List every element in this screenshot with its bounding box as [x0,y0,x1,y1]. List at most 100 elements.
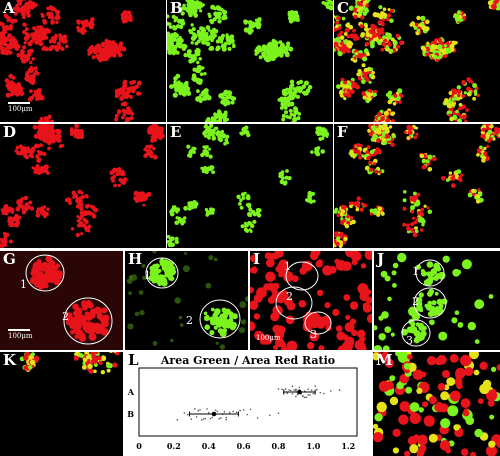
data-point [295,388,297,391]
region-label-j-2: 2 [412,295,419,308]
data-point [309,394,311,396]
region-label-g-1: 1 [20,278,27,291]
data-point [289,389,292,392]
data-point [209,417,212,420]
data-point [187,413,189,416]
micrograph-c [334,0,500,122]
panel-h: H 1 2 [125,251,248,350]
data-point [176,418,179,421]
panel-label-b: B [170,0,183,17]
data-point [190,418,193,420]
scale-bar-i: 100μm [256,333,281,342]
data-point [330,390,332,392]
panel-label-c: C [337,0,349,17]
data-point [296,393,299,396]
data-point [246,413,248,416]
panel-label-l: L [128,352,139,369]
x-tick-label: 0.8 [272,441,286,451]
data-point [211,416,214,419]
scale-bar-a: 100μm [8,102,33,113]
panel-label-a: A [3,0,15,17]
data-point [214,409,217,411]
scale-bar-label-a: 100μm [8,105,33,113]
micrograph-f [334,124,500,248]
data-point [249,408,252,411]
data-point [216,410,219,413]
x-tick-label: 1.2 [341,441,355,451]
data-point [235,411,238,414]
panel-e: E [167,124,333,248]
x-tick-label: 0.2 [167,441,181,451]
panel-f: F [334,124,500,248]
panel-label-m: M [376,352,393,369]
data-point [293,389,296,391]
data-point [288,389,290,391]
region-label-h-1: 1 [144,269,151,282]
data-point [256,417,259,419]
data-point [298,386,301,389]
panel-m: M [373,352,500,456]
panel-label-i: I [253,251,261,268]
x-tick-label: 0.6 [237,441,251,451]
data-point [218,417,221,420]
data-point [319,391,322,394]
region-label-i-1: 1 [284,260,291,273]
data-point [312,392,315,395]
data-point [232,410,234,413]
data-point [269,414,271,417]
micrograph-a [0,0,142,122]
data-point [338,389,341,391]
micrograph-h [126,251,248,350]
data-point [286,392,289,395]
data-point [194,408,196,410]
scale-bar-label-g: 100μm [8,332,33,340]
panel-label-f: F [337,124,348,141]
data-point [242,409,245,411]
data-point [277,388,280,390]
data-point [302,394,304,397]
data-point [281,388,283,391]
data-point [199,409,201,411]
data-point [239,409,241,412]
y-category-label: B [127,409,134,419]
ratio-scatter-plot: 0 0.2 0.4 0.6 0.8 1.0 1.2 A B [127,367,358,451]
region-label-i-3: 3 [310,328,317,341]
data-point [307,394,309,396]
data-point [323,392,325,395]
scale-bar-label-i: 100μm [256,334,281,342]
data-point [291,385,294,387]
data-point [303,396,306,399]
region-label-j-1: 1 [412,265,419,278]
data-point [225,418,227,421]
panel-j: J 1 2 3 [374,251,500,350]
panel-c: C [334,0,500,122]
x-tick-label: 1.0 [306,441,320,451]
panel-d: D [0,124,166,248]
data-point [204,417,207,420]
data-point [314,385,316,387]
panel-label-e: E [170,124,182,141]
data-point [228,411,231,414]
panel-label-g: G [3,251,16,268]
panel-label-j: J [377,251,385,268]
region-label-i-2: 2 [286,290,293,303]
micrograph-d [0,124,165,248]
data-point [183,412,186,414]
micrograph-i [250,251,372,350]
data-point [225,416,227,419]
micrograph-j [374,252,494,350]
micrograph-g [0,251,123,350]
micrograph-m [373,352,500,456]
chart-title: Area Green / Area Red Ratio [160,354,336,367]
panel-label-k: K [3,352,17,369]
data-point [197,409,200,412]
region-label-h-2: 2 [186,314,193,327]
data-point [200,419,203,421]
scale-bar-g: 100μm [8,329,33,340]
panel-k: K [0,352,123,456]
data-point [291,392,294,395]
data-point [316,389,318,391]
data-point [277,412,280,415]
data-point [295,389,297,392]
panel-b: B [167,0,333,122]
